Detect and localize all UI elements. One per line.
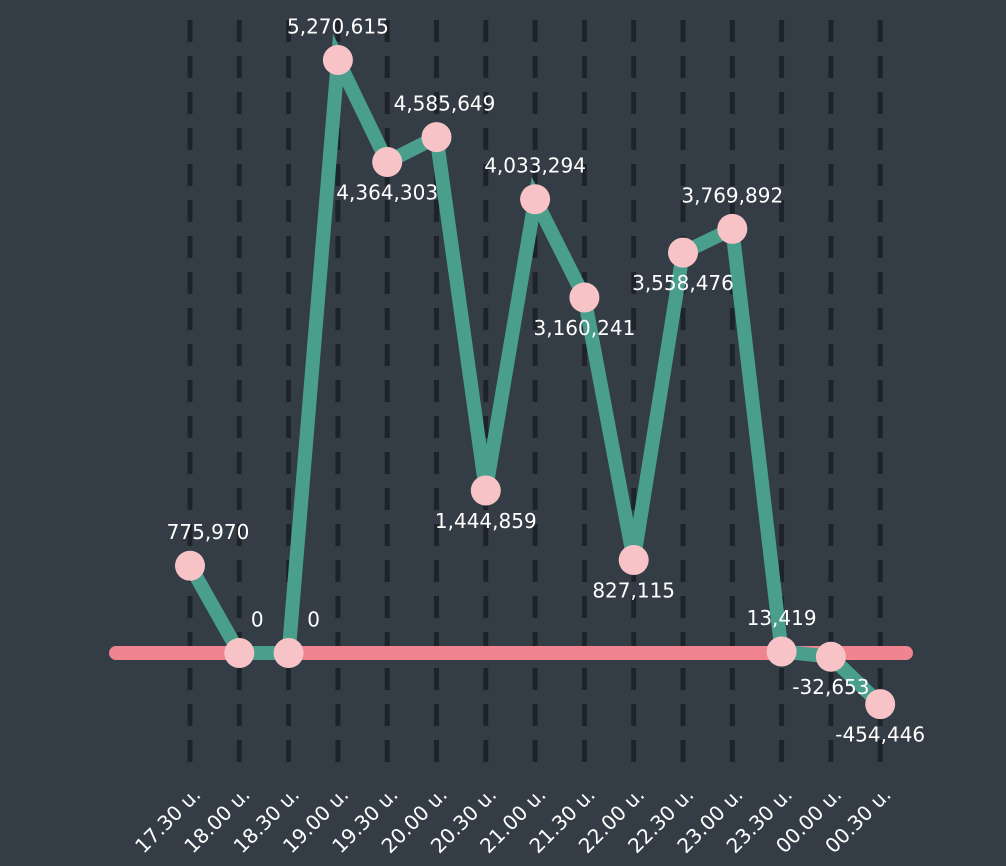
data-label: 0 [251, 608, 264, 632]
marker [175, 550, 205, 581]
data-label: 4,033,294 [484, 154, 586, 178]
marker [470, 475, 501, 506]
marker [569, 282, 600, 313]
data-label: -32,653 [792, 675, 869, 699]
marker [322, 45, 353, 76]
data-label: 775,970 [167, 520, 250, 544]
data-label: 4,585,649 [394, 92, 496, 116]
data-label: 827,115 [592, 578, 675, 602]
marker [224, 638, 255, 669]
marker [815, 641, 846, 672]
data-label: 3,769,892 [681, 183, 783, 207]
marker [766, 636, 797, 667]
data-label: 5,270,615 [287, 15, 389, 39]
marker [717, 213, 748, 244]
marker [520, 184, 551, 215]
marker [668, 237, 698, 268]
data-label: 13,419 [747, 606, 817, 630]
marker [618, 544, 649, 575]
data-label: 0 [307, 608, 320, 632]
data-label: 3,558,476 [632, 271, 734, 295]
data-label: 4,364,303 [336, 180, 438, 204]
marker [372, 146, 403, 177]
marker [421, 122, 452, 153]
data-label: 3,160,241 [534, 316, 636, 340]
marker [273, 638, 304, 669]
data-label: 1,444,859 [435, 509, 537, 533]
data-label: -454,446 [835, 723, 925, 747]
marker [865, 689, 896, 720]
